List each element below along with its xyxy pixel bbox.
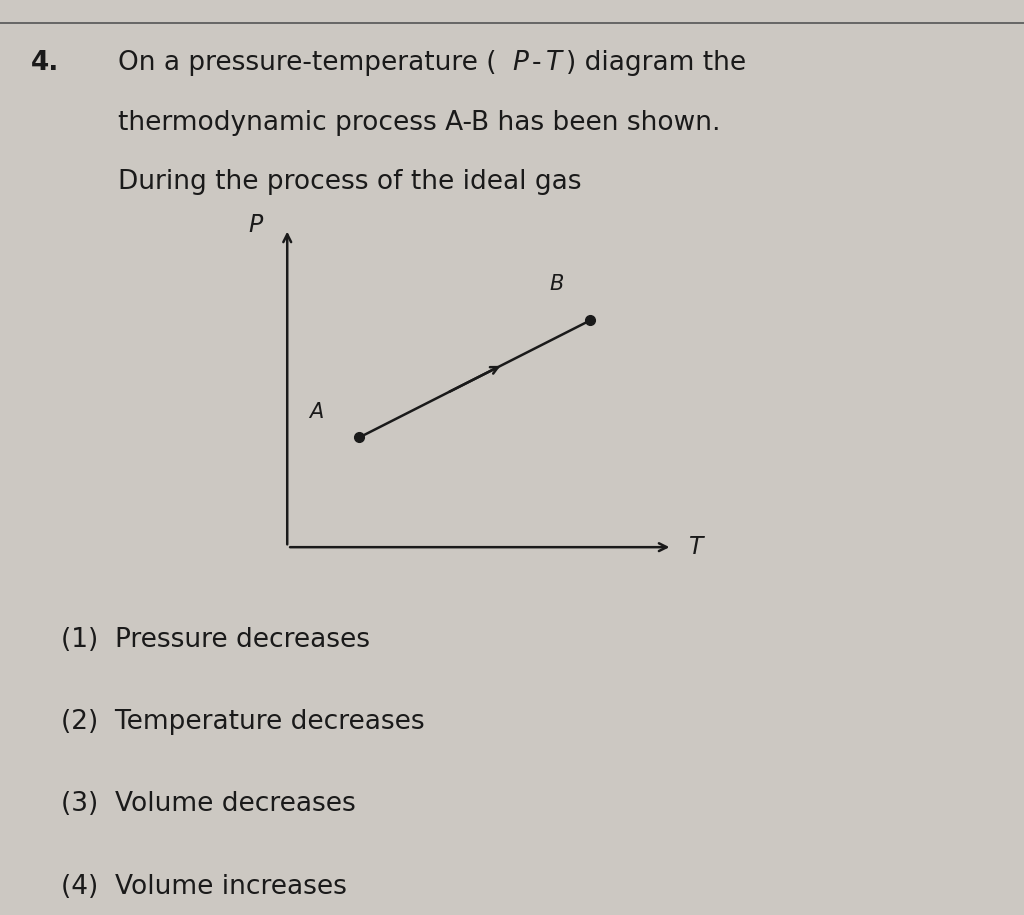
Text: 4.: 4. [31, 50, 59, 76]
Text: P: P [249, 213, 263, 237]
Text: (1)  Pressure decreases: (1) Pressure decreases [61, 627, 371, 652]
Text: During the process of the ideal gas: During the process of the ideal gas [118, 169, 582, 195]
Text: -: - [531, 50, 541, 76]
Text: thermodynamic process A-B has been shown.: thermodynamic process A-B has been shown… [118, 110, 720, 135]
Text: P: P [512, 50, 528, 76]
Text: (3)  Volume decreases: (3) Volume decreases [61, 791, 356, 817]
Text: B: B [550, 274, 564, 294]
Text: T: T [546, 50, 562, 76]
Text: ) diagram the: ) diagram the [566, 50, 746, 76]
Text: (2)  Temperature decreases: (2) Temperature decreases [61, 709, 425, 735]
Text: T: T [689, 535, 703, 559]
Text: (4)  Volume increases: (4) Volume increases [61, 874, 347, 899]
Text: On a pressure-temperature (: On a pressure-temperature ( [118, 50, 497, 76]
Text: A: A [309, 402, 324, 422]
